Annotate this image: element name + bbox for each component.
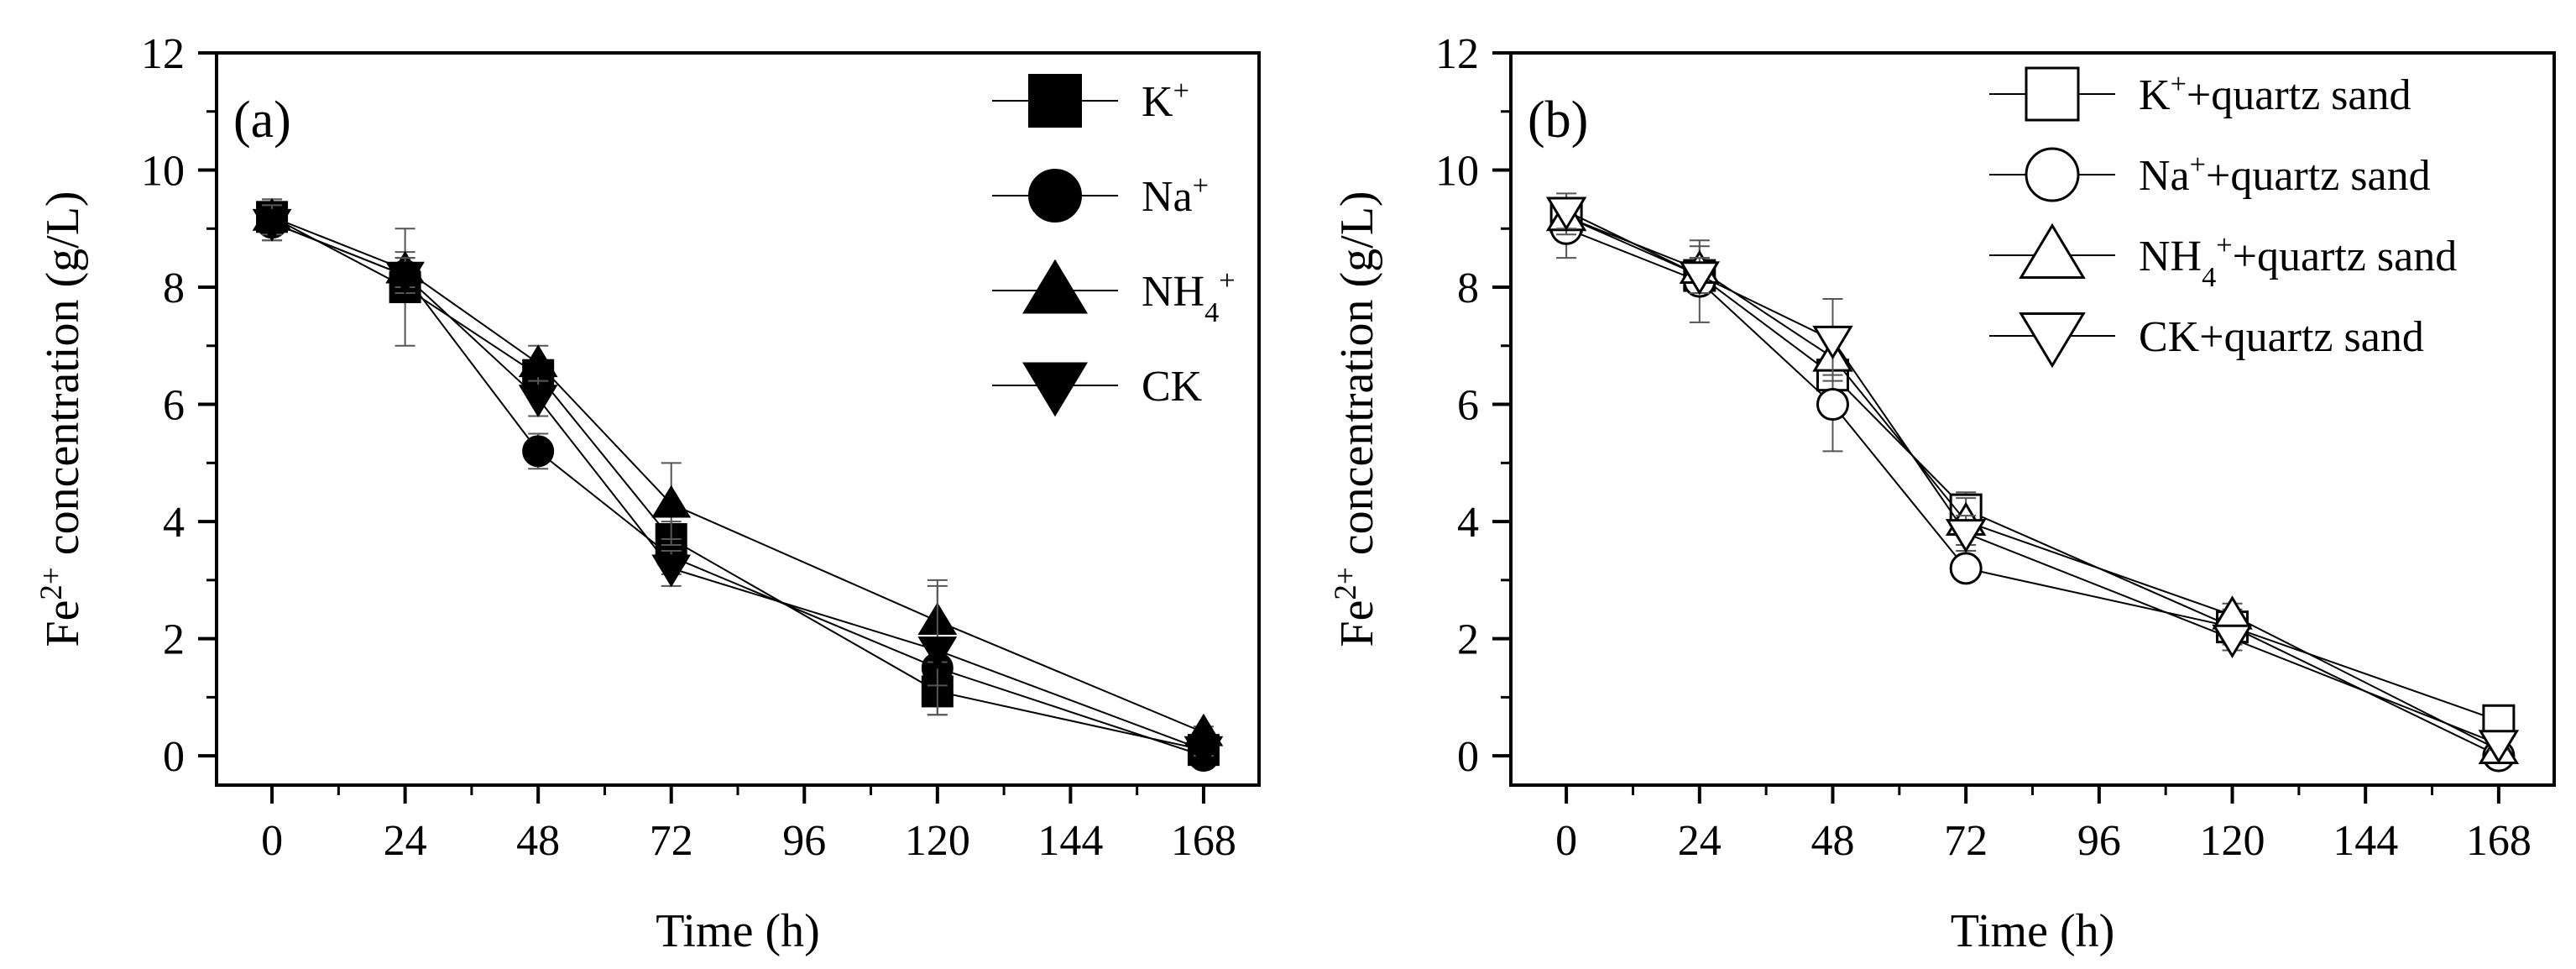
x-tick-label: 48 bbox=[1811, 817, 1854, 865]
x-axis-title: Time (h) bbox=[656, 905, 820, 957]
data-point bbox=[1679, 261, 1721, 296]
series-line bbox=[271, 216, 1204, 752]
data-point bbox=[1949, 552, 1983, 585]
series-line bbox=[271, 222, 1204, 752]
x-tick-label: 24 bbox=[384, 817, 427, 865]
series-triangle-down bbox=[1545, 192, 2520, 764]
data-point bbox=[2212, 624, 2253, 659]
legend-marker bbox=[1022, 362, 1088, 417]
y-axis-title: Fe2+ concentration (g/L) bbox=[1328, 191, 1384, 647]
data-point bbox=[651, 484, 692, 518]
y-tick-label: 0 bbox=[1457, 733, 1479, 781]
legend-label: NH4+ bbox=[1142, 265, 1236, 328]
series-line bbox=[1565, 216, 2500, 722]
panel-label: (b) bbox=[1528, 92, 1588, 149]
x-tick-label: 72 bbox=[650, 817, 693, 865]
y-axis-title: Fe2+ concentration (g/L) bbox=[34, 191, 90, 647]
x-tick-label: 48 bbox=[516, 817, 560, 865]
legend-label: CK bbox=[1142, 363, 1203, 411]
y-tick-label: 12 bbox=[1435, 30, 1479, 78]
y-tick-label: 12 bbox=[141, 30, 185, 78]
y-tick-label: 4 bbox=[1457, 499, 1479, 547]
legend-marker bbox=[2025, 66, 2080, 122]
legend-marker bbox=[2019, 312, 2086, 369]
legend-label: K++quartz sand bbox=[2139, 68, 2411, 119]
x-axis-title: Time (h) bbox=[1951, 905, 2115, 957]
y-tick-label: 10 bbox=[141, 148, 185, 196]
data-point bbox=[252, 208, 292, 242]
data-point bbox=[1816, 388, 1849, 422]
series-line bbox=[1565, 228, 2500, 757]
y-tick-label: 2 bbox=[1457, 616, 1479, 664]
data-point bbox=[1945, 519, 1987, 553]
plot-frame bbox=[215, 51, 1261, 787]
data-point bbox=[651, 554, 692, 588]
x-tick-label: 0 bbox=[1555, 817, 1577, 865]
x-tick-label: 96 bbox=[2077, 817, 2121, 865]
x-tick-label: 96 bbox=[782, 817, 826, 865]
legend-label: Na++quartz sand bbox=[2139, 149, 2431, 200]
y-tick-label: 8 bbox=[163, 265, 185, 312]
legend-marker bbox=[1028, 74, 1082, 128]
x-tick-label: 120 bbox=[905, 817, 970, 865]
data-point bbox=[917, 636, 958, 670]
panel-label: (a) bbox=[233, 92, 291, 149]
data-point bbox=[518, 385, 558, 418]
series-line bbox=[1565, 216, 2500, 752]
y-tick-label: 6 bbox=[163, 382, 185, 430]
x-tick-label: 120 bbox=[2200, 817, 2265, 865]
series-line bbox=[271, 216, 1204, 734]
y-tick-label: 8 bbox=[1457, 265, 1479, 312]
data-point bbox=[385, 261, 425, 295]
series-triangle-down bbox=[252, 204, 1224, 769]
y-tick-label: 10 bbox=[1435, 148, 1479, 196]
x-tick-label: 144 bbox=[1037, 817, 1103, 865]
legend-label: K+ bbox=[1142, 75, 1189, 126]
legend-label: Na+ bbox=[1142, 170, 1209, 221]
data-point bbox=[1812, 325, 1853, 360]
y-tick-label: 6 bbox=[1457, 382, 1479, 430]
data-point bbox=[1545, 196, 1587, 231]
data-point bbox=[518, 344, 558, 378]
x-tick-label: 72 bbox=[1944, 817, 1988, 865]
x-tick-label: 168 bbox=[1171, 817, 1236, 865]
x-tick-label: 0 bbox=[261, 817, 283, 865]
x-tick-label: 168 bbox=[2466, 817, 2532, 865]
data-point bbox=[522, 435, 555, 468]
legend-label: CK+quartz sand bbox=[2139, 313, 2424, 361]
legend-label: NH4++quartz sand bbox=[2139, 229, 2457, 293]
y-tick-label: 4 bbox=[163, 499, 185, 547]
y-tick-label: 0 bbox=[163, 733, 185, 781]
legend-marker bbox=[2025, 147, 2080, 202]
y-tick-label: 2 bbox=[163, 616, 185, 664]
x-tick-label: 144 bbox=[2333, 817, 2398, 865]
data-point bbox=[2478, 730, 2520, 764]
legend-marker bbox=[2019, 223, 2086, 280]
series-line bbox=[1565, 210, 2500, 746]
x-tick-label: 24 bbox=[1678, 817, 1722, 865]
legend-marker bbox=[1028, 169, 1082, 223]
data-point bbox=[1183, 736, 1224, 769]
legend-marker bbox=[1022, 259, 1088, 314]
